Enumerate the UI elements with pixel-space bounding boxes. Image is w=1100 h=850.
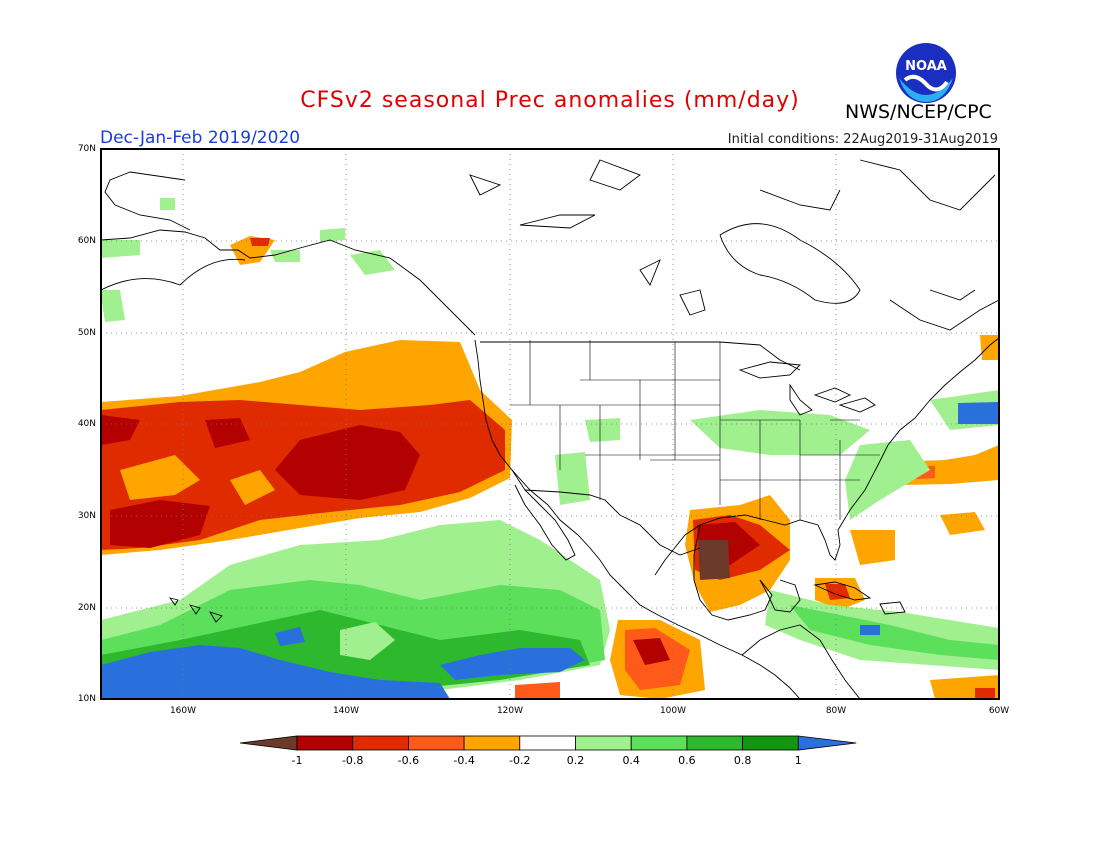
colorbar-segment	[630, 735, 688, 751]
colorbar-segment	[797, 735, 857, 751]
lon-label: 140W	[332, 706, 360, 716]
colorbar-segment	[239, 735, 298, 751]
colorbar-tick-label: -0.2	[509, 754, 531, 767]
colorbar-segment	[575, 735, 632, 751]
noaa-logo-text: NOAA	[905, 59, 947, 74]
lat-label: 70N	[77, 144, 96, 154]
colorbar-tick-label: 0.8	[733, 754, 752, 767]
colorbar-segment	[686, 735, 744, 751]
gridlines	[101, 149, 999, 699]
colorbar-tick-label: 0.4	[622, 754, 640, 767]
chart-title: CFSv2 seasonal Prec anomalies (mm/day)	[300, 88, 800, 113]
colorbar-segment	[519, 735, 576, 751]
map-frame	[100, 148, 1000, 700]
colorbar	[239, 735, 857, 751]
colorbar-tick-label: 0.2	[566, 754, 585, 767]
colorbar-tick-label: 1	[794, 754, 802, 767]
anomaly-region-dry-darkred	[275, 425, 420, 500]
lon-label: 100W	[659, 706, 687, 716]
lon-label: 120W	[496, 706, 524, 716]
colorbar-segment	[742, 735, 799, 751]
colorbar-tick-label: -0.8	[341, 754, 364, 767]
colorbar-segment	[463, 735, 521, 751]
anomaly-region-dry-darkred-west	[101, 415, 140, 445]
state-borders	[510, 340, 880, 520]
season-label: Dec-Jan-Feb 2019/2020	[100, 128, 301, 148]
colorbar-tick-label: -1	[291, 754, 303, 767]
lat-label: 30N	[77, 511, 96, 521]
colorbar-segment	[407, 735, 465, 751]
anomaly-region-wet-blue	[101, 645, 450, 699]
colorbar-tick-label: -0.6	[397, 754, 420, 767]
lat-label: 40N	[77, 419, 96, 429]
lat-label: 50N	[77, 328, 96, 338]
initial-conditions-label: Initial conditions: 22Aug2019-31Aug2019	[727, 132, 998, 147]
organization-label: NWS/NCEP/CPC	[845, 101, 992, 123]
anomaly-field	[101, 149, 999, 699]
noaa-logo-icon: NOAA	[896, 43, 956, 103]
lat-label: 60N	[77, 236, 96, 246]
colorbar-tick-label: -0.4	[453, 754, 475, 767]
lat-label: 10N	[77, 694, 96, 704]
colorbar-tick-label: 0.6	[678, 754, 696, 767]
lon-label: 60W	[988, 706, 1010, 716]
colorbar-segment	[296, 735, 354, 751]
lon-label: 160W	[169, 706, 197, 716]
coastlines	[101, 159, 999, 699]
anomaly-region-atlantic-wet-blue	[958, 402, 999, 424]
lon-label: 80W	[825, 706, 847, 716]
lat-label: 20N	[77, 603, 96, 613]
colorbar-segment	[352, 735, 409, 751]
anomaly-region-texas-dry-brown	[698, 540, 730, 580]
